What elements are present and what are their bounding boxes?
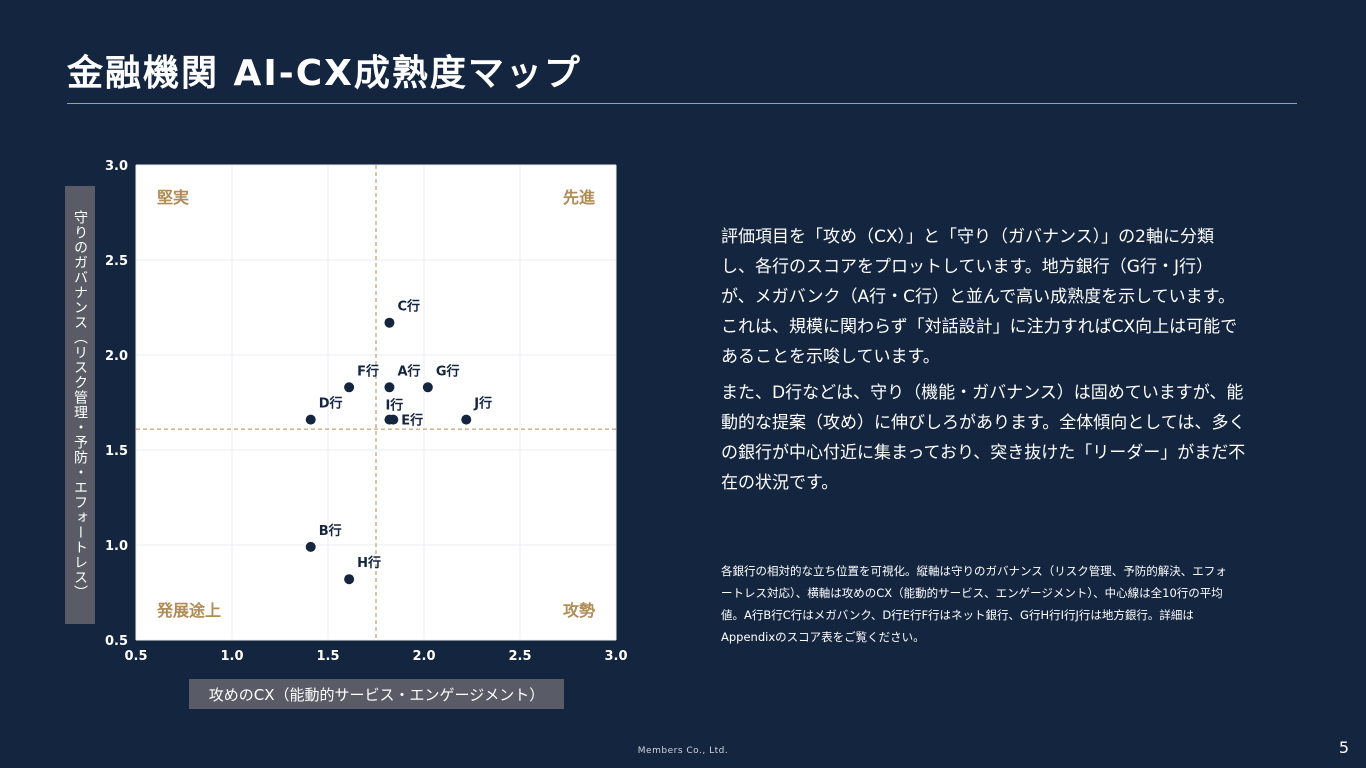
x-tick-label: 2.5 [508,649,531,664]
x-tick-label: 3.0 [604,649,627,664]
data-point-label: B行 [319,523,342,539]
x-tick-label: 1.0 [220,649,243,664]
axis-ticks: 0.5 1.0 1.5 2.0 2.5 3.0 0.5 1.0 1.5 2.0 2.5 3.0 [105,159,628,664]
y-axis-label: 守りのガバナンス（リスク管理・予防・エフォートレス） [72,210,88,600]
y-tick-label: 2.5 [105,254,128,269]
page-number: 5 [1338,738,1349,757]
y-tick-label: 1.5 [105,444,128,459]
data-point-label: F行 [357,363,379,379]
data-point [305,414,316,425]
data-points: A行 B行 C行 D行 E行 F行 G行 H行 I行 J行 [305,299,492,585]
page-title: 金融機関 AI-CX成熟度マップ [67,53,582,94]
footnote: 各銀行の相対的な立ち位置を可視化。縦軸は守りのガバナンス（リスク管理、予防的解決… [721,564,1227,644]
y-tick-label: 1.0 [105,539,128,554]
data-point [422,382,433,393]
quadrant-label-bottom-left: 発展途上 [156,601,221,620]
description: 評価項目を「攻め（CX）」と「守り（ガバナンス）」の2軸に分類し、各行のスコアを… [721,222,1246,504]
data-point [384,414,395,425]
scatter-chart: 0.5 1.0 1.5 2.0 2.5 3.0 0.5 1.0 1.5 2.0 2.5 3.0 堅実 先… [105,159,628,664]
quadrant-label-top-right: 先進 [563,188,595,207]
data-point [384,382,395,393]
title-divider [67,103,1297,104]
data-point-label: A行 [397,363,420,379]
y-tick-label: 0.5 [105,634,128,649]
y-axis-label-box: 守りのガバナンス（リスク管理・予防・エフォートレス） [65,186,95,624]
data-point [384,317,395,328]
y-tick-label: 2.0 [105,349,128,364]
x-tick-label: 1.5 [316,649,339,664]
data-point [344,382,355,393]
description-paragraph-2: また、D行などは、守り（機能・ガバナンス）は固めていますが、能動的な提案（攻め）… [721,383,1246,493]
x-axis-label-box: 攻めのCX（能動的サービス・エンゲージメント） [189,679,564,709]
center-lines [136,165,616,640]
data-point [305,541,316,552]
company-footer: Members Co., Ltd. [637,746,729,756]
x-tick-label: 2.0 [412,649,435,664]
data-point-label: E行 [401,413,423,429]
data-point-label: G行 [436,363,460,379]
quadrant-label-top-left: 堅実 [157,188,189,207]
data-point-label: I行 [385,398,403,414]
x-axis-label: 攻めのCX（能動的サービス・エンゲージメント） [208,685,545,704]
data-point-label: C行 [397,299,420,315]
data-point-label: D行 [319,396,343,412]
data-point-label: J行 [473,396,492,412]
data-point [344,574,355,585]
x-tick-label: 0.5 [124,649,147,664]
data-point-label: H行 [357,555,381,571]
y-tick-label: 3.0 [105,159,128,174]
quadrant-label-bottom-right: 攻勢 [563,601,595,620]
data-point [461,414,472,425]
description-paragraph-1: 評価項目を「攻め（CX）」と「守り（ガバナンス）」の2軸に分類し、各行のスコアを… [721,227,1238,367]
